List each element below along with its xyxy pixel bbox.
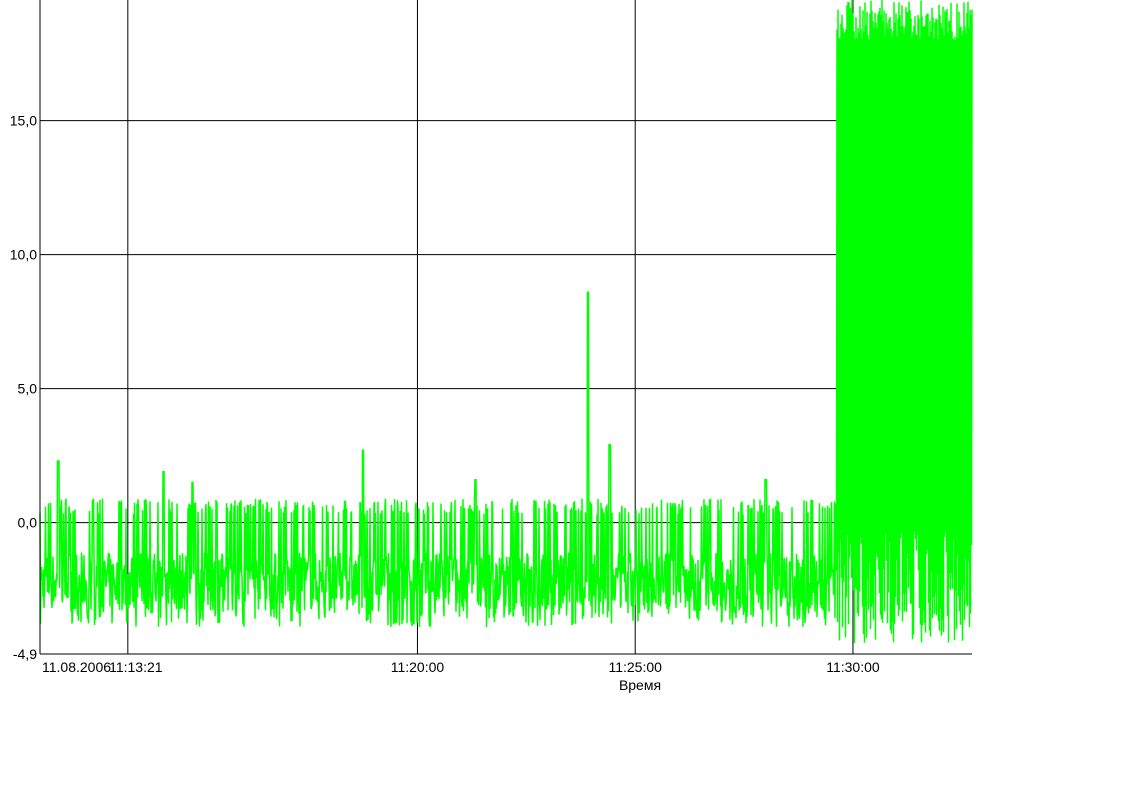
- grid-lines: [40, 0, 972, 654]
- y-tick-label: -4,9: [13, 646, 37, 662]
- x-start-date-label: 11.08.2006: [42, 659, 111, 675]
- x-tick-labels: 11.08.2006 11:13:21 11:20:00 11:25:00 11:30…: [42, 659, 880, 675]
- axes: [39, 0, 972, 655]
- x-tick-label: 11:30:00: [826, 659, 880, 675]
- y-tick-label: 15,0: [10, 113, 37, 129]
- y-tick-label: 5,0: [18, 381, 38, 397]
- y-tick-label: 10,0: [10, 247, 37, 263]
- y-tick-labels: -4,9 0,0 5,0 10,0 15,0: [10, 113, 37, 662]
- x-tick-label: 11:25:00: [608, 659, 662, 675]
- x-axis-title: Время: [619, 677, 661, 693]
- x-tick-label: 11:20:00: [391, 659, 445, 675]
- y-tick-label: 0,0: [18, 515, 38, 531]
- x-tick-label: 11:13:21: [109, 659, 163, 675]
- series-line: [39, 0, 973, 644]
- series-group: [39, 0, 973, 644]
